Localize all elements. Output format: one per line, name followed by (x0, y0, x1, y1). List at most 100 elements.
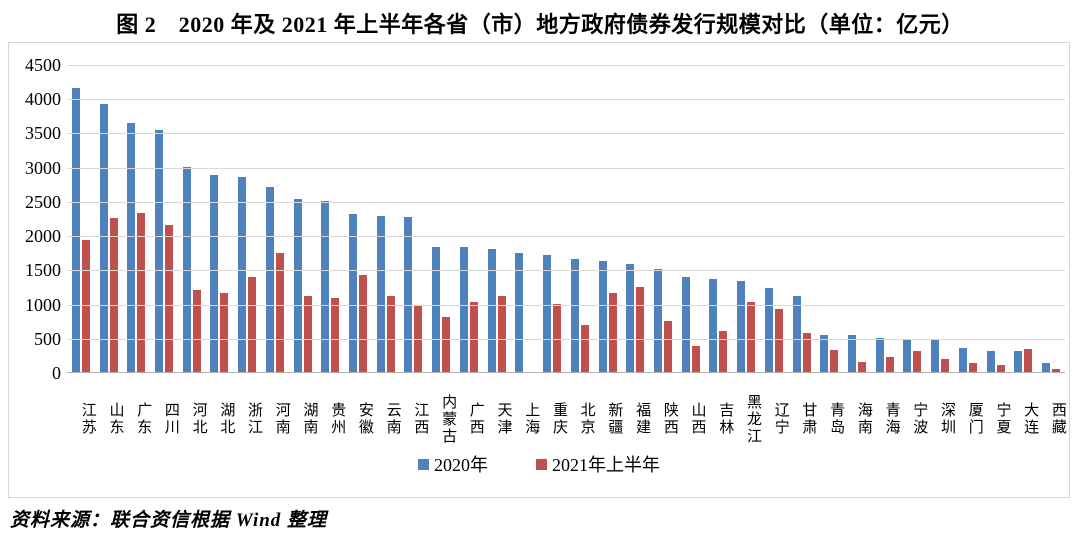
bar-2020 (709, 278, 718, 373)
bar-2021h1 (81, 240, 90, 373)
source-note: 资料来源：联合资信根据 Wind 整理 (10, 510, 328, 531)
x-axis-label: 广西 (467, 402, 484, 436)
bar-2020 (459, 247, 468, 373)
bar-2021h1 (165, 224, 174, 373)
bar-group (732, 65, 760, 373)
gridline (67, 338, 1065, 340)
bar-2021h1 (719, 331, 728, 373)
x-axis-label: 大连 (1022, 402, 1039, 436)
bar-2021h1 (109, 217, 118, 373)
bar-2020 (515, 252, 524, 373)
x-axis-label: 宁波 (911, 402, 928, 436)
bar-2021h1 (331, 298, 340, 373)
x-axis-label: 吉林 (717, 402, 734, 436)
y-axis-label: 3000 (25, 157, 61, 178)
x-axis-label: 新疆 (606, 402, 623, 436)
bar-2020 (875, 338, 884, 373)
bar-2020 (820, 334, 829, 373)
bar-group (705, 65, 733, 373)
bar-2021h1 (774, 308, 783, 373)
bar-group (621, 65, 649, 373)
bar-group (511, 65, 539, 373)
bar-2021h1 (220, 293, 229, 373)
x-axis-label: 西藏 (1049, 402, 1066, 436)
bar-2020 (931, 339, 940, 373)
bar-2021h1 (913, 350, 922, 373)
bar-2020 (293, 199, 302, 373)
bar-group (815, 65, 843, 373)
bar-2020 (792, 296, 801, 373)
bar-2021h1 (830, 350, 839, 373)
x-axis-label: 山西 (689, 402, 706, 436)
gridline (67, 99, 1065, 101)
bar-group (400, 65, 428, 373)
bar-2020 (71, 87, 80, 373)
bar-group (344, 65, 372, 373)
bar-group (954, 65, 982, 373)
gridline (67, 201, 1065, 203)
bar-2020 (238, 176, 247, 373)
bar-2021h1 (192, 289, 201, 373)
bar-2021h1 (885, 356, 894, 373)
bar-2020 (182, 166, 191, 373)
bar-2021h1 (553, 303, 562, 373)
legend-label: 2021年上半年 (552, 455, 660, 475)
legend-swatch-icon (536, 458, 547, 470)
bar-2020 (986, 350, 995, 373)
bar-group (1037, 65, 1065, 373)
bar-2020 (99, 104, 108, 373)
bar-group (289, 65, 317, 373)
bar-group (788, 65, 816, 373)
x-axis-label: 黑龙江 (744, 393, 761, 445)
bar-2020 (155, 130, 164, 373)
y-axis-label: 1000 (25, 294, 61, 315)
x-axis-label: 上海 (523, 402, 540, 436)
x-axis-label: 河北 (190, 402, 207, 436)
bar-group (982, 65, 1010, 373)
x-axis-label: 北京 (578, 402, 595, 436)
bar-2020 (210, 174, 219, 373)
bar-2021h1 (691, 345, 700, 373)
legend-item: 2021年上半年 (536, 451, 660, 477)
bar-group (649, 65, 677, 373)
bar-2021h1 (747, 301, 756, 373)
bar-2020 (570, 258, 579, 373)
bar-2021h1 (941, 358, 950, 373)
bar-group (1009, 65, 1037, 373)
bar-2020 (847, 334, 856, 373)
bar-2020 (1042, 363, 1051, 373)
bar-group (594, 65, 622, 373)
bar-2021h1 (137, 212, 146, 373)
bar-2020 (653, 268, 662, 373)
bar-2020 (376, 215, 385, 373)
legend-label: 2020年 (434, 455, 488, 475)
plot-area (67, 65, 1065, 373)
x-axis-label: 青岛 (828, 402, 845, 436)
bar-2020 (265, 186, 274, 373)
bar-2021h1 (469, 302, 478, 373)
bar-2020 (1014, 351, 1023, 373)
bar-group (316, 65, 344, 373)
x-axis-label: 河南 (273, 402, 290, 436)
bar-group (261, 65, 289, 373)
bar-2020 (598, 260, 607, 373)
figure-title: 图 2 2020 年及 2021 年上半年各省（市）地方政府债券发行规模对比（单… (116, 12, 964, 37)
bar-2021h1 (996, 365, 1005, 373)
x-axis-label: 陕西 (661, 402, 678, 436)
chart-area: 0 500 1000 1500 2000 2500 3000 3500 4000 4500 江苏山… (8, 42, 1070, 498)
bar-2021h1 (303, 296, 312, 373)
x-axis-label: 青海 (883, 402, 900, 436)
y-axis-label: 1500 (25, 260, 61, 281)
gridline (67, 270, 1065, 272)
y-axis: 0 500 1000 1500 2000 2500 3000 3500 4000 4500 (13, 56, 61, 382)
bar-group (427, 65, 455, 373)
bar-2021h1 (248, 277, 257, 373)
bar-group (926, 65, 954, 373)
x-axis-label: 贵州 (329, 402, 346, 436)
bar-group (760, 65, 788, 373)
bar-group (122, 65, 150, 373)
x-axis-label: 四川 (162, 402, 179, 436)
x-axis-label: 安徽 (356, 402, 373, 436)
bar-2020 (737, 281, 746, 373)
bar-2021h1 (636, 287, 645, 373)
